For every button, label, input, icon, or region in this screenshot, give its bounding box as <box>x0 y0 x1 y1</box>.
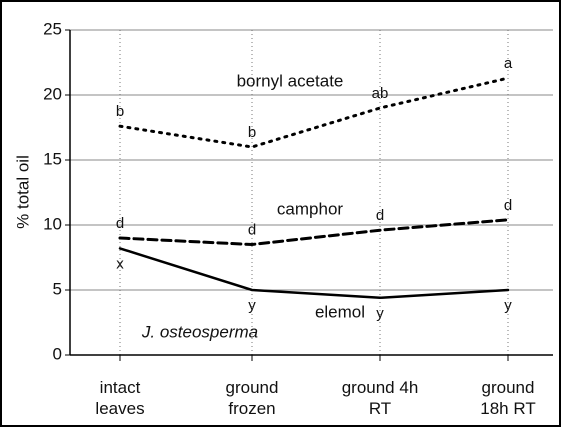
point-letter: d <box>248 221 256 238</box>
y-tick-label: 15 <box>43 149 62 168</box>
series-line <box>118 247 510 300</box>
series-name: elemol <box>315 302 365 321</box>
series-name: camphor <box>277 199 343 218</box>
point-letter: y <box>248 297 256 314</box>
point-letter: x <box>116 255 124 272</box>
y-tick-label: 0 <box>53 344 62 363</box>
x-tick-label: ground 4h RT <box>341 378 419 418</box>
point-letter: y <box>376 305 384 322</box>
point-letter: d <box>504 197 512 214</box>
x-tick-label: ground frozen <box>225 378 279 418</box>
point-letter: y <box>504 297 512 314</box>
x-tick-label: intact leaves <box>95 378 145 418</box>
point-letter: ab <box>372 85 389 102</box>
point-letter: d <box>116 215 124 232</box>
y-tick-label: 5 <box>53 279 62 298</box>
series-line <box>118 218 510 247</box>
y-tick-label: 20 <box>43 84 62 103</box>
point-letter: b <box>248 124 256 141</box>
x-tick-label: ground 18h RT <box>480 378 536 418</box>
point-letter: b <box>116 103 124 120</box>
y-tick-label: 10 <box>43 214 62 233</box>
annotation: J. osteosperma <box>141 322 258 341</box>
point-letter: d <box>376 207 384 224</box>
y-axis-label: % total oil <box>13 155 32 229</box>
series-name: bornyl acetate <box>237 71 344 90</box>
series-line <box>118 76 510 149</box>
y-tick-label: 25 <box>43 19 62 38</box>
point-letter: a <box>504 55 513 72</box>
